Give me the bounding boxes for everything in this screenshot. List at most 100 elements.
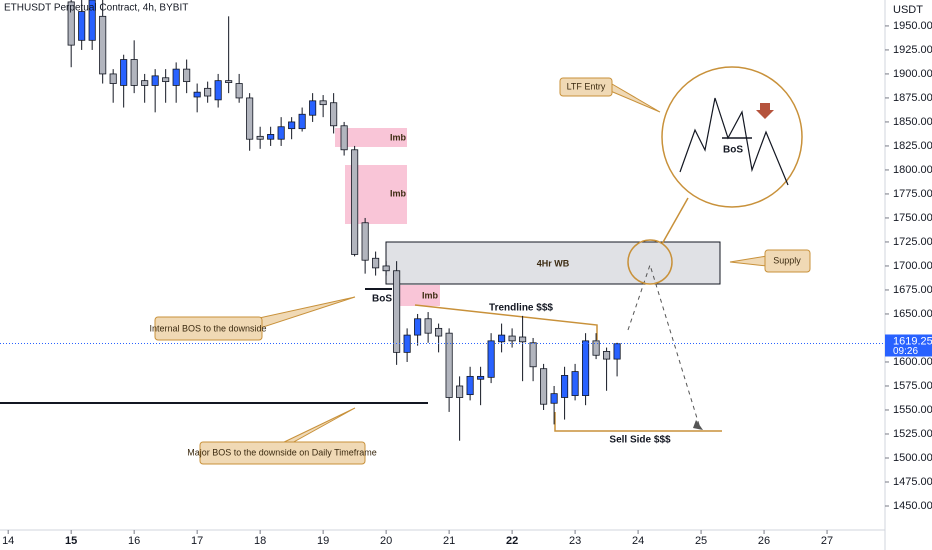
annotation-labels: LTF Entry Supply Internal BOS to the dow… — [149, 81, 801, 457]
y-tick-label: 1450.00 — [893, 500, 932, 512]
candle-body — [508, 335, 516, 342]
candle-body — [498, 334, 506, 343]
x-tick-label: 15 — [65, 535, 77, 547]
trendline-label: Trendline $$$ — [489, 303, 553, 314]
candle-body — [424, 318, 432, 334]
candle-body — [130, 59, 138, 86]
candle-body — [466, 375, 474, 396]
callout-box — [154, 316, 263, 341]
candle-body — [592, 340, 600, 356]
last-price-box — [885, 334, 932, 357]
candle-body — [435, 327, 443, 337]
projection-path — [627, 263, 701, 429]
candle-body — [550, 393, 558, 404]
candle-body — [78, 11, 86, 41]
callout-box — [199, 441, 366, 465]
candle-body — [361, 222, 369, 261]
candle-body — [456, 385, 464, 398]
y-tick-label: 1950.00 — [893, 20, 932, 32]
candle-body — [613, 343, 621, 360]
inset-bos-label: BoS — [723, 145, 743, 156]
candle-body — [88, 0, 96, 41]
candle-body — [151, 75, 159, 86]
y-tick-label: 1700.00 — [893, 260, 932, 272]
y-tick-label: 1600.00 — [893, 356, 932, 368]
candle-body — [214, 80, 222, 101]
callout-pointer — [729, 255, 768, 267]
candle-body — [582, 340, 590, 396]
down-arrow — [756, 103, 774, 119]
candle-body — [183, 68, 191, 83]
x-tick-label: 21 — [443, 535, 455, 547]
countdown-label: 09:26 — [893, 346, 918, 357]
x-tick-label: 16 — [128, 535, 140, 547]
y-tick-label: 1800.00 — [893, 164, 932, 176]
x-tick-label: 22 — [506, 535, 518, 547]
y-tick-label: 1475.00 — [893, 476, 932, 488]
candle-body — [519, 336, 527, 343]
y-tick-label: 1675.00 — [893, 284, 932, 296]
bos-label: BoS — [372, 294, 392, 305]
y-tick-label: 1550.00 — [893, 404, 932, 416]
y-tick-label: 1825.00 — [893, 140, 932, 152]
y-tick-label: 1525.00 — [893, 428, 932, 440]
zone-label: Imb — [390, 188, 407, 198]
y-axis-area — [885, 0, 932, 550]
candle-body — [256, 135, 264, 140]
candle-body — [120, 59, 128, 86]
y-tick-label: 1500.00 — [893, 452, 932, 464]
candle-body — [67, 1, 75, 46]
imbalance-zone — [335, 128, 407, 147]
candle-body — [172, 68, 180, 86]
candle-body — [204, 87, 212, 97]
zone-label: Imb — [422, 290, 439, 300]
candle-body — [225, 80, 233, 83]
x-tick-label: 23 — [569, 535, 581, 547]
y-axis-label: USDT — [893, 4, 923, 16]
candle-body — [477, 375, 485, 380]
trendline — [414, 304, 598, 340]
x-tick-label: 17 — [191, 535, 203, 547]
x-tick-label: 26 — [758, 535, 770, 547]
callout-text: LTF Entry — [567, 81, 606, 91]
x-tick-label: 24 — [632, 535, 644, 547]
candle-body — [235, 83, 243, 99]
candle-body — [267, 134, 275, 140]
candle-body — [298, 113, 306, 130]
candle-body — [288, 121, 296, 130]
annotations — [0, 66, 811, 465]
wb-zone — [385, 241, 721, 285]
small-circle — [627, 239, 673, 285]
x-tick-label: 14 — [2, 535, 14, 547]
zone-label: 4Hr WB — [537, 258, 570, 268]
y-tick-label: 1850.00 — [893, 116, 932, 128]
last-price-label: 1619.25 — [893, 335, 932, 347]
y-tick-label: 1725.00 — [893, 236, 932, 248]
axes: 1450.00 1475.00 1500.00 1525.00 1550.00 1575.… — [0, 20, 932, 547]
candle-body — [340, 125, 348, 151]
x-tick-label: 19 — [317, 535, 329, 547]
candle-body — [403, 334, 411, 353]
connector — [661, 197, 689, 245]
x-axis-area — [0, 530, 885, 550]
x-tick-label: 25 — [695, 535, 707, 547]
candle-body — [393, 270, 401, 353]
y-tick-label: 1575.00 — [893, 380, 932, 392]
candle-body — [561, 375, 569, 398]
inset-circle — [661, 66, 803, 208]
candle-body — [99, 15, 107, 75]
candle-body — [330, 102, 338, 127]
callout-box — [559, 77, 613, 97]
y-tick-label: 1900.00 — [893, 68, 932, 80]
candle-body — [414, 318, 422, 336]
callout-pointer — [607, 83, 661, 113]
candle-body — [603, 351, 611, 360]
imbalance-zone — [400, 285, 440, 306]
callout-text: Supply — [773, 255, 801, 265]
callout-box — [764, 249, 811, 273]
projection-arrow — [693, 420, 703, 430]
candle-body — [193, 91, 201, 98]
callout-pointer — [279, 407, 356, 445]
zone-label: Imb — [390, 132, 407, 142]
